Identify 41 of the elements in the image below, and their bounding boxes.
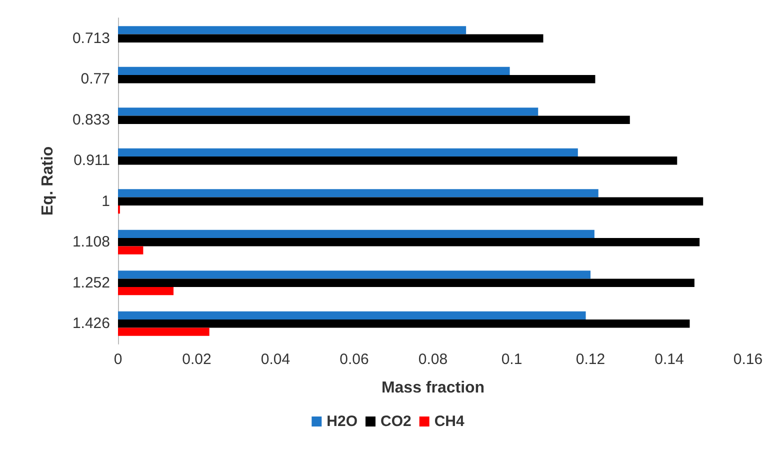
- y-axis-title: Eq. Ratio: [40, 146, 56, 216]
- x-tick-label: 0.08: [418, 351, 448, 368]
- bar: [118, 108, 538, 116]
- y-tick-label: 0.713: [72, 30, 110, 47]
- x-tick-label: 0.1: [501, 351, 522, 368]
- bar: [118, 278, 694, 287]
- bar: [118, 270, 590, 279]
- y-tick-label: 1: [102, 192, 110, 210]
- x-tick-label: 0.04: [260, 351, 290, 368]
- bar: [118, 311, 586, 320]
- x-tick-label: 0.12: [576, 351, 606, 368]
- x-axis-title: Mass fraction: [381, 380, 485, 396]
- bar: [118, 26, 466, 34]
- bar: [118, 320, 690, 328]
- bar: [118, 148, 578, 157]
- x-tick-label: 0.16: [733, 351, 763, 368]
- bar: [118, 34, 544, 42]
- legend-label: H2O: [326, 413, 358, 430]
- y-tick-label: 1.426: [72, 315, 110, 332]
- bar: [118, 189, 598, 198]
- bar: [118, 246, 144, 254]
- bar: [118, 238, 700, 246]
- bar: [118, 156, 678, 165]
- x-tick-label: 0: [114, 351, 122, 368]
- legend-label: CO2: [380, 413, 412, 430]
- bar: [118, 75, 596, 84]
- bar: [118, 328, 210, 336]
- legend-label: CH4: [434, 413, 466, 430]
- y-tick-label: 0.911: [74, 152, 110, 170]
- bar: [118, 230, 594, 238]
- y-tick-label: 0.833: [72, 111, 110, 128]
- x-tick-label: 0.02: [182, 351, 212, 368]
- y-tick-label: 1.108: [72, 234, 110, 251]
- y-tick-label: 0.77: [80, 70, 110, 88]
- bar: [118, 66, 510, 76]
- bar: [118, 197, 704, 206]
- y-tick-label: 1.252: [72, 274, 110, 292]
- bar: [118, 116, 630, 124]
- x-tick-label: 0.14: [654, 351, 684, 368]
- bar: [118, 286, 174, 296]
- x-tick-label: 0.06: [340, 351, 369, 368]
